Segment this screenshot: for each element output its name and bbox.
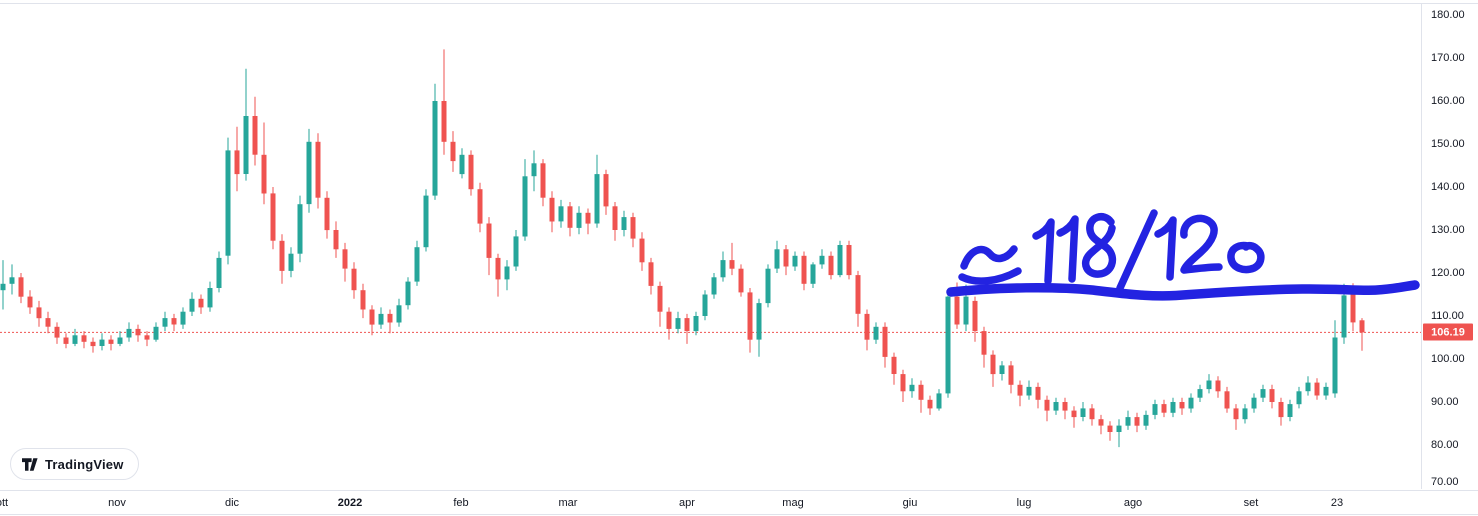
- time-tick-label: apr: [679, 496, 695, 509]
- time-tick-label: 2022: [337, 496, 363, 509]
- tradingview-logo-icon: [22, 457, 38, 471]
- time-tick-label: set: [1243, 496, 1259, 509]
- time-tick-label: dic: [224, 496, 240, 509]
- price-tick-label: 100.00: [1431, 353, 1465, 365]
- drawing-annotation[interactable]: [946, 209, 1420, 301]
- price-tick-label: 120.00: [1431, 267, 1465, 279]
- last-price-badge: 106.19: [1423, 323, 1473, 341]
- price-tick-label: 70.00: [1431, 476, 1459, 488]
- price-tick-label: 150.00: [1431, 138, 1465, 150]
- time-tick-label: lug: [1016, 496, 1032, 509]
- price-tick-label: 140.00: [1431, 181, 1465, 193]
- price-tick-label: 80.00: [1431, 439, 1459, 451]
- widget-top-border: [0, 3, 1478, 4]
- price-tick-label: 160.00: [1431, 95, 1465, 107]
- price-axis[interactable]: 106.19 180.00 170.00 160.00 150.00 140.00 130…: [1421, 4, 1478, 489]
- drawing-underline: [946, 280, 1420, 301]
- time-tick-label: nov: [108, 496, 126, 509]
- price-tick-label: 110.00: [1431, 310, 1464, 322]
- price-tick-label: 130.00: [1431, 224, 1465, 236]
- tradingview-logo[interactable]: TradingView: [10, 448, 139, 480]
- time-tick-label: giu: [902, 496, 918, 509]
- price-tick-label: 90.00: [1431, 396, 1459, 408]
- chart-pane[interactable]: [0, 0, 1421, 490]
- time-tick-label: feb: [453, 496, 469, 509]
- price-tick-label: 170.00: [1431, 52, 1465, 64]
- time-tick-label: mar: [558, 496, 578, 509]
- tradingview-logo-label: TradingView: [45, 456, 124, 472]
- time-axis[interactable]: ott nov dic 2022 feb mar apr mag giu lug ago set 23: [0, 490, 1478, 515]
- time-tick-label: mag: [782, 496, 804, 509]
- time-tick-label: 23: [1330, 496, 1344, 509]
- candlestick-series: [0, 49, 1365, 448]
- price-tick-label: 180.00: [1431, 9, 1465, 21]
- time-tick-label: ott: [0, 496, 9, 509]
- time-tick-label: ago: [1123, 496, 1143, 509]
